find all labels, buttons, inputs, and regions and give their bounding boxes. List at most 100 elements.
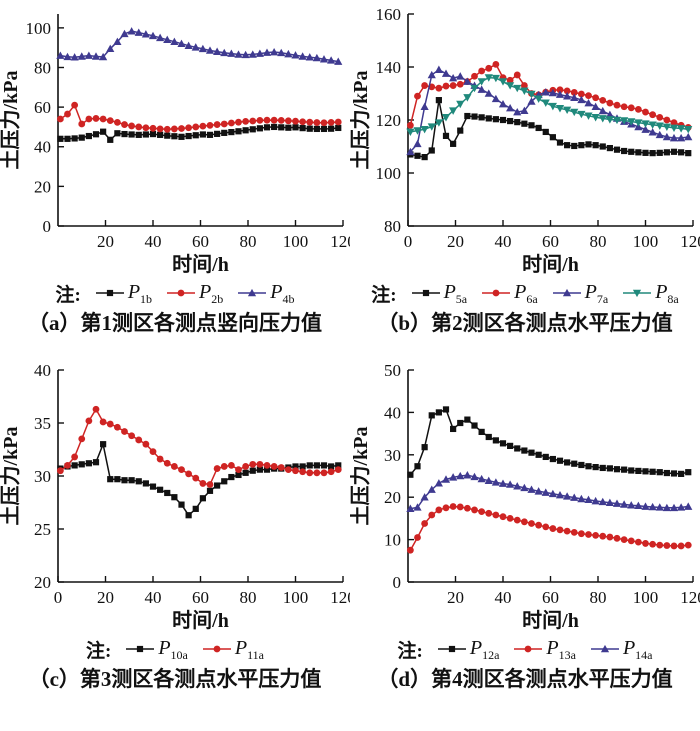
circle-marker-icon bbox=[167, 289, 196, 297]
svg-text:60: 60 bbox=[192, 588, 209, 607]
chart-b-plot: 0 20 40 60 80 100 120 80 100 120 140 160 时间/h 土压力/kPa bbox=[350, 5, 700, 276]
svg-text:60: 60 bbox=[34, 98, 51, 117]
series-P8a bbox=[406, 74, 693, 137]
svg-text:120: 120 bbox=[330, 588, 350, 607]
legend-item-P14a: P14a bbox=[590, 636, 653, 662]
legend-series-label: P1b bbox=[127, 280, 153, 306]
legend-series-label: P6a bbox=[514, 280, 538, 306]
legend-series-label: P10a bbox=[158, 636, 188, 662]
svg-text:25: 25 bbox=[34, 520, 51, 539]
svg-text:100: 100 bbox=[376, 164, 402, 183]
axes bbox=[407, 14, 693, 227]
legend-d: 注: P12a P13a P14a bbox=[350, 634, 700, 664]
series-P4b bbox=[56, 27, 343, 65]
svg-text:0: 0 bbox=[54, 588, 63, 607]
triangle-up-marker-icon bbox=[590, 645, 619, 653]
svg-text:100: 100 bbox=[633, 588, 659, 607]
svg-text:20: 20 bbox=[34, 573, 51, 592]
series-P5a bbox=[407, 97, 692, 161]
legend-b: 注: P5a P6a P7a P8a bbox=[350, 278, 700, 308]
circle-marker-icon bbox=[514, 645, 543, 653]
svg-text:40: 40 bbox=[384, 404, 401, 423]
svg-text:0: 0 bbox=[404, 232, 413, 251]
legend-series-label: P14a bbox=[622, 636, 653, 662]
legend-item-P10a: P10a bbox=[125, 638, 188, 661]
svg-text:80: 80 bbox=[34, 58, 51, 77]
y-axis-label: 土压力/kPa bbox=[0, 71, 22, 170]
svg-text:20: 20 bbox=[34, 177, 51, 196]
legend-prefix: 注: bbox=[397, 640, 423, 662]
svg-text:80: 80 bbox=[590, 232, 607, 251]
caption-a: （a）第1测区各测点竖向压力值 bbox=[28, 311, 322, 335]
legend-item-P6a: P6a bbox=[481, 282, 538, 305]
legend-item-P13a: P13a bbox=[513, 638, 576, 661]
legend-series-label: P8a bbox=[655, 280, 679, 306]
y-axis: 20 25 30 35 40 bbox=[34, 361, 64, 592]
legend-item-P11a: P11a bbox=[202, 638, 264, 661]
svg-text:20: 20 bbox=[97, 232, 114, 251]
x-axis-label: 时间/h bbox=[172, 609, 229, 632]
triangle-up-marker-icon bbox=[552, 288, 581, 297]
axes bbox=[57, 370, 343, 583]
x-axis-label: 时间/h bbox=[522, 253, 579, 276]
chart-a-plot: 20 40 60 80 100 120 0 20 40 60 80 100 时间/h 土压力/kPa bbox=[0, 14, 350, 276]
legend-series-label: P2b bbox=[199, 280, 224, 306]
svg-text:60: 60 bbox=[542, 588, 559, 607]
legend-item-P2b: P2b bbox=[166, 282, 223, 305]
caption-b: （b）第2测区各测点水平压力值 bbox=[377, 311, 673, 335]
svg-text:100: 100 bbox=[283, 588, 309, 607]
svg-text:60: 60 bbox=[542, 232, 559, 251]
y-axis-label: 土压力/kPa bbox=[350, 427, 372, 526]
svg-text:40: 40 bbox=[34, 138, 51, 157]
legend-item-P8a: P8a bbox=[622, 282, 679, 305]
panel-b: 0 20 40 60 80 100 120 80 100 120 140 160 时间/h 土压力/kPa… bbox=[350, 2, 700, 336]
y-axis: 80 100 120 140 160 bbox=[376, 5, 414, 236]
svg-text:40: 40 bbox=[495, 232, 512, 251]
legend-prefix: 注: bbox=[55, 284, 81, 306]
svg-text:50: 50 bbox=[384, 361, 401, 380]
x-axis: 0 20 40 60 80 100 120 bbox=[404, 220, 700, 251]
legend-item-P5a: P5a bbox=[411, 282, 467, 305]
svg-text:0: 0 bbox=[43, 217, 52, 236]
legend-prefix: 注: bbox=[86, 640, 112, 662]
svg-text:100: 100 bbox=[633, 232, 659, 251]
svg-text:40: 40 bbox=[145, 232, 162, 251]
svg-text:120: 120 bbox=[680, 588, 700, 607]
legend-series-label: P4b bbox=[270, 280, 295, 306]
svg-text:120: 120 bbox=[680, 232, 700, 251]
triangle-up-marker-icon bbox=[238, 288, 267, 297]
svg-text:80: 80 bbox=[590, 588, 607, 607]
svg-text:30: 30 bbox=[34, 467, 51, 486]
svg-text:20: 20 bbox=[97, 588, 114, 607]
circle-marker-icon bbox=[482, 289, 511, 297]
svg-text:160: 160 bbox=[376, 5, 402, 24]
legend-c: 注: P10a P11a bbox=[0, 634, 350, 664]
svg-text:80: 80 bbox=[240, 232, 257, 251]
series-P7a bbox=[406, 65, 693, 156]
svg-text:60: 60 bbox=[192, 232, 209, 251]
y-axis-label: 土压力/kPa bbox=[350, 71, 372, 170]
series-P11a bbox=[56, 406, 342, 489]
series-P6a bbox=[406, 60, 692, 131]
svg-text:40: 40 bbox=[145, 588, 162, 607]
triangle-down-marker-icon bbox=[623, 289, 652, 298]
series-P14a bbox=[406, 471, 693, 513]
svg-text:10: 10 bbox=[384, 531, 401, 550]
x-axis-label: 时间/h bbox=[522, 609, 579, 632]
svg-text:0: 0 bbox=[393, 573, 402, 592]
y-axis-label: 土压力/kPa bbox=[0, 427, 22, 526]
square-marker-icon bbox=[95, 289, 124, 297]
chart-d-plot: 20 40 60 80 100 120 0 10 20 30 40 50 时间/h 土压力/kPa bbox=[350, 361, 700, 632]
svg-text:20: 20 bbox=[447, 588, 464, 607]
legend-item-P7a: P7a bbox=[552, 282, 608, 305]
series-P13a bbox=[406, 503, 692, 554]
svg-text:30: 30 bbox=[384, 446, 401, 465]
svg-text:100: 100 bbox=[26, 19, 52, 38]
svg-text:140: 140 bbox=[376, 58, 402, 77]
y-axis: 0 10 20 30 40 50 bbox=[384, 361, 414, 592]
caption-c: （c）第3测区各测点水平压力值 bbox=[28, 667, 322, 692]
y-axis: 0 20 40 60 80 100 bbox=[26, 19, 64, 236]
legend-item-P4b: P4b bbox=[237, 282, 294, 305]
